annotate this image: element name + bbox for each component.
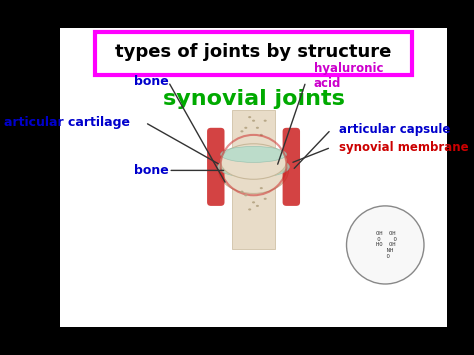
Text: bone: bone: [134, 164, 168, 177]
Ellipse shape: [219, 147, 288, 193]
FancyBboxPatch shape: [283, 128, 300, 206]
Text: articular cartilage: articular cartilage: [4, 116, 129, 129]
Ellipse shape: [256, 205, 259, 207]
Text: bone: bone: [134, 75, 168, 88]
Ellipse shape: [219, 153, 287, 178]
Ellipse shape: [248, 116, 251, 118]
Text: articular capsule: articular capsule: [339, 123, 450, 136]
Ellipse shape: [260, 187, 263, 189]
Ellipse shape: [264, 120, 267, 122]
Ellipse shape: [244, 194, 247, 196]
FancyBboxPatch shape: [60, 28, 447, 327]
Bar: [232, 110, 275, 181]
Bar: [232, 185, 275, 248]
Bar: [60, 327, 447, 355]
Text: types of joints by structure: types of joints by structure: [115, 43, 392, 61]
Ellipse shape: [252, 201, 255, 203]
Bar: [60, 0, 447, 28]
Ellipse shape: [260, 134, 263, 136]
Text: OH  OH
 O    O
HO  OH
   NH
  O: OH OH O O HO OH NH O: [374, 231, 397, 259]
Ellipse shape: [346, 206, 424, 284]
Text: synovial membrane: synovial membrane: [339, 141, 468, 154]
Ellipse shape: [220, 144, 286, 179]
Ellipse shape: [256, 127, 259, 129]
Ellipse shape: [220, 146, 286, 163]
Ellipse shape: [218, 156, 290, 178]
Text: hyaluronic
acid: hyaluronic acid: [314, 62, 383, 90]
Ellipse shape: [240, 130, 244, 132]
FancyBboxPatch shape: [95, 32, 412, 75]
Ellipse shape: [248, 208, 251, 211]
Text: synovial joints: synovial joints: [163, 89, 345, 109]
Ellipse shape: [244, 127, 247, 129]
FancyBboxPatch shape: [207, 128, 225, 206]
Ellipse shape: [264, 198, 267, 200]
Ellipse shape: [240, 191, 244, 193]
Ellipse shape: [252, 120, 255, 122]
